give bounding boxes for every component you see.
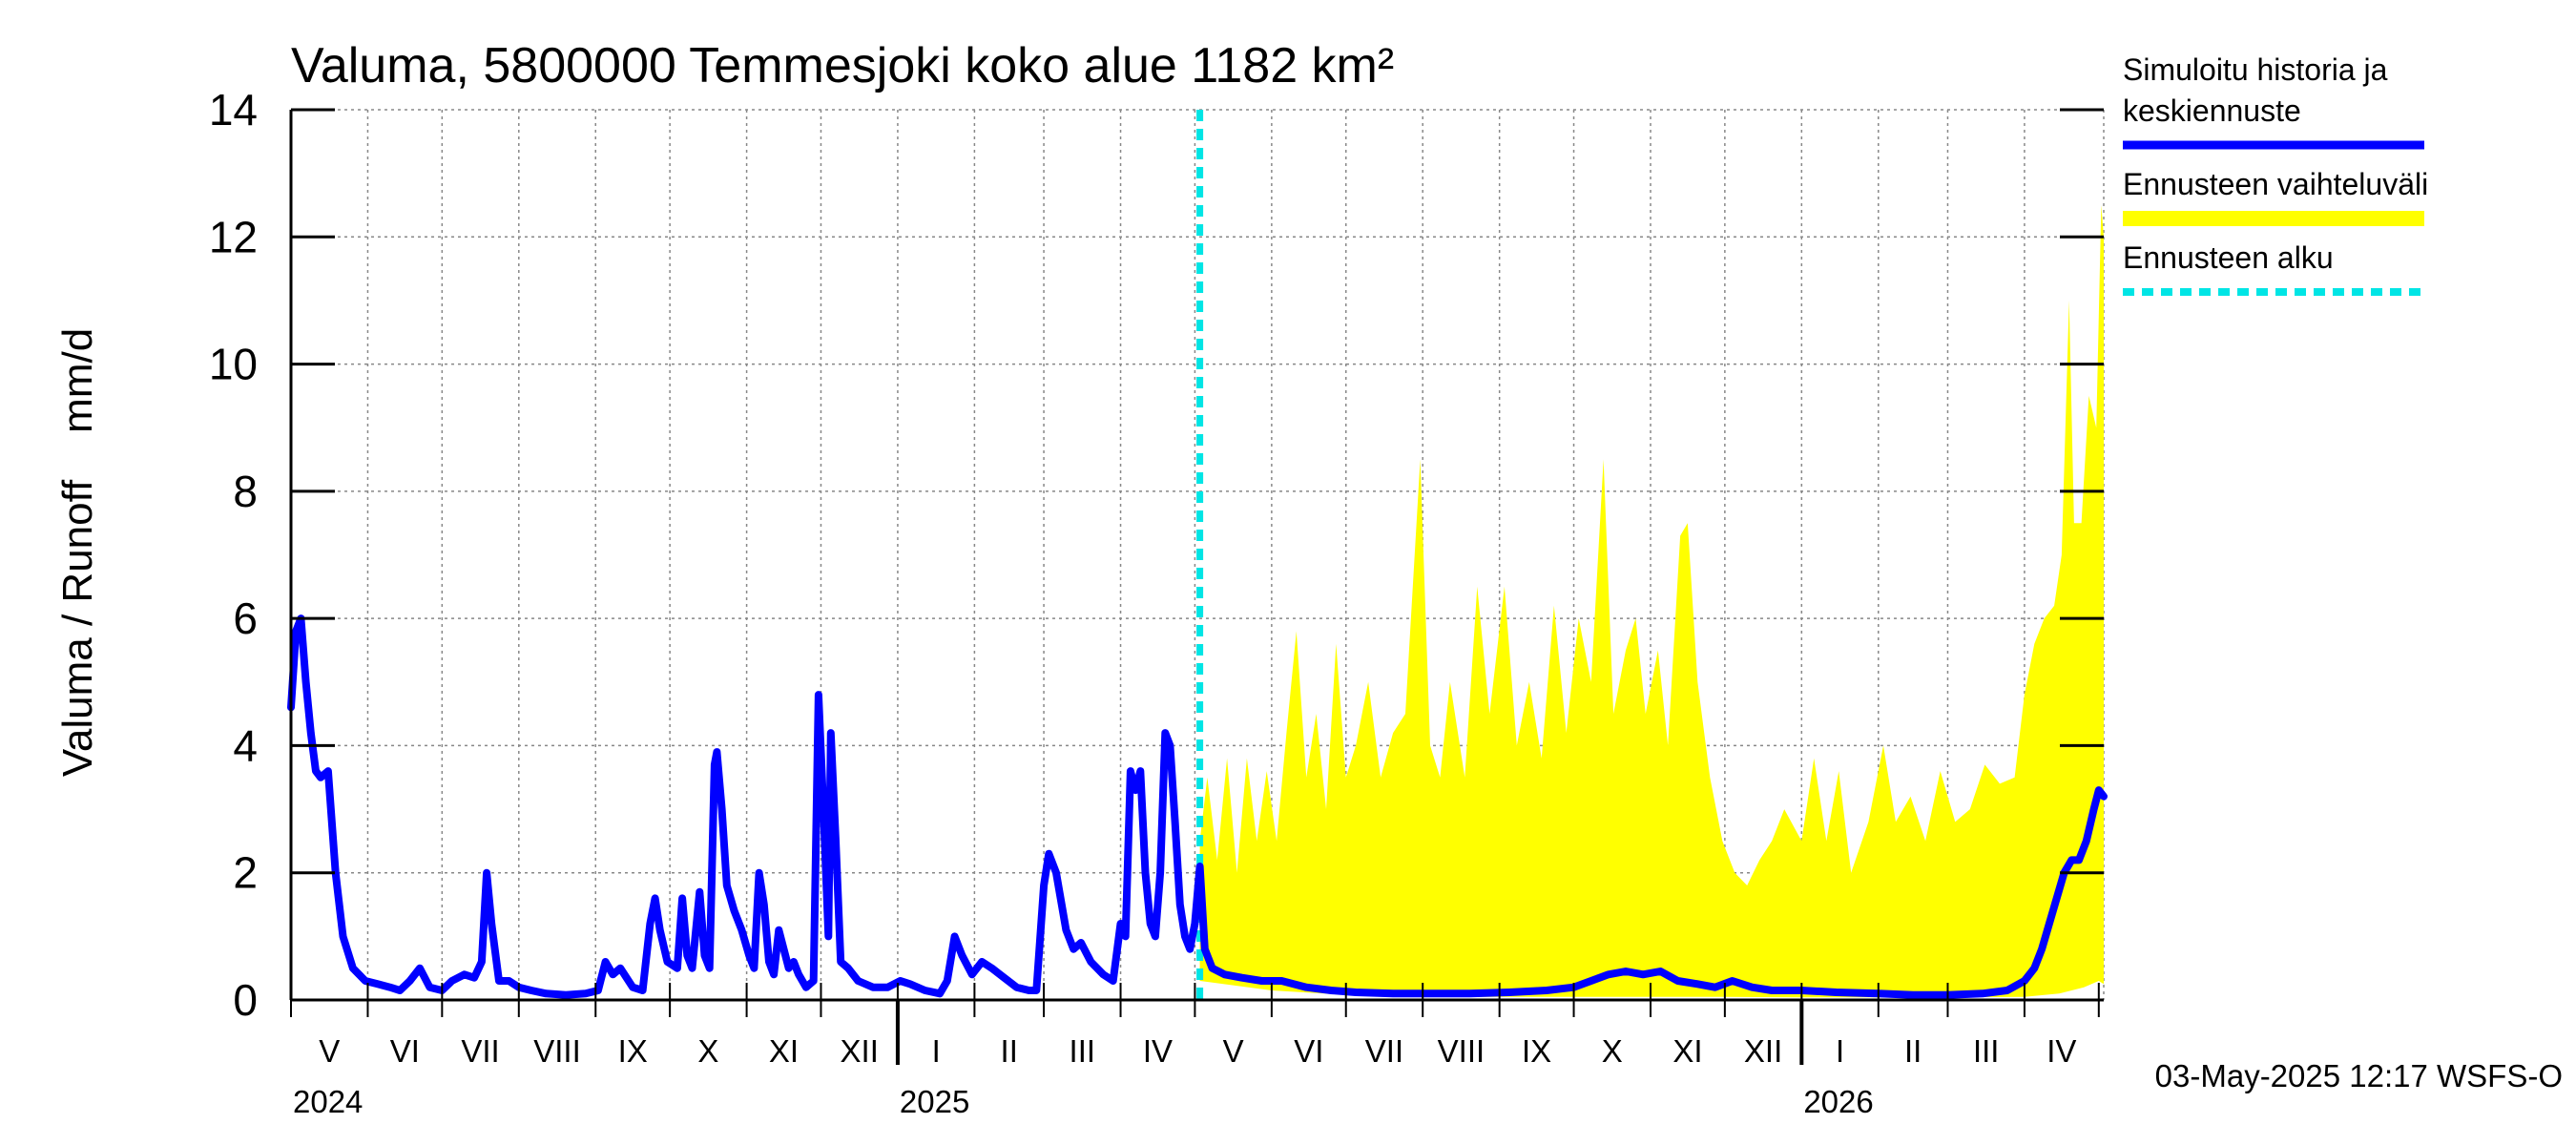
- legend-label: keskiennuste: [2123, 94, 2301, 128]
- forecast-range-band: [1199, 205, 2104, 998]
- y-tick-label: 4: [233, 720, 258, 770]
- month-tick-label: VI: [1294, 1033, 1323, 1069]
- y-tick-label: 14: [209, 85, 258, 135]
- month-tick-label: V: [319, 1033, 340, 1069]
- month-tick-label: XII: [1744, 1033, 1782, 1069]
- legend: Simuloitu historia ja keskiennuste Ennuste…: [2123, 52, 2428, 296]
- month-tick-label: VII: [1365, 1033, 1403, 1069]
- y-tick-label: 12: [209, 212, 258, 261]
- month-tick-label: XI: [769, 1033, 799, 1069]
- year-label: 2026: [1803, 1084, 1873, 1119]
- range-band-area: [1199, 205, 2104, 998]
- month-tick-label: IV: [2046, 1033, 2076, 1069]
- month-tick-label: IV: [1143, 1033, 1173, 1069]
- y-axis-label: Valuma / Runoff mm/d: [54, 328, 101, 777]
- month-tick-label: IX: [618, 1033, 648, 1069]
- month-tick-label: II: [1904, 1033, 1922, 1069]
- axes: [289, 108, 2104, 1065]
- month-tick-label: X: [697, 1033, 718, 1069]
- month-tick-label: VIII: [533, 1033, 581, 1069]
- month-tick-label: XII: [841, 1033, 879, 1069]
- y-tick-label: 10: [209, 340, 258, 389]
- chart-title: Valuma, 5800000 Temmesjoki koko alue 118…: [291, 38, 1394, 94]
- month-tick-label: III: [1070, 1033, 1096, 1069]
- legend-label: Simuloitu historia ja: [2123, 52, 2388, 87]
- month-tick-label: X: [1602, 1033, 1623, 1069]
- month-tick-label: V: [1223, 1033, 1244, 1069]
- month-tick-label: XI: [1672, 1033, 1702, 1069]
- legend-label: Ennusteen alku: [2123, 240, 2334, 275]
- month-tick-label: IX: [1522, 1033, 1551, 1069]
- month-tick-label: III: [1973, 1033, 2000, 1069]
- y-tick-labels: 0 2 4 6 8 10 12 14: [209, 85, 258, 1025]
- year-label: 2024: [293, 1084, 363, 1119]
- y-tick-label: 8: [233, 467, 258, 516]
- y-tick-label: 0: [233, 975, 258, 1025]
- month-tick-label: II: [1001, 1033, 1018, 1069]
- month-tick-label: VI: [390, 1033, 420, 1069]
- y-tick-label: 2: [233, 848, 258, 898]
- month-tick-label: I: [932, 1033, 941, 1069]
- month-tick-label: VII: [461, 1033, 499, 1069]
- timestamp: 03-May-2025 12:17 WSFS-O: [2155, 1058, 2563, 1093]
- month-tick-labels: V VI VII VIII IX X XI XII I II III IV V VI VII VIII IX X X…: [319, 1033, 2076, 1069]
- legend-label: Ennusteen vaihteluväli: [2123, 167, 2428, 201]
- month-tick-label: I: [1836, 1033, 1844, 1069]
- month-tick-label: VIII: [1438, 1033, 1485, 1069]
- year-labels: 2024 2025 2026: [293, 1084, 1874, 1119]
- y-tick-label: 6: [233, 593, 258, 643]
- year-label: 2025: [900, 1084, 969, 1119]
